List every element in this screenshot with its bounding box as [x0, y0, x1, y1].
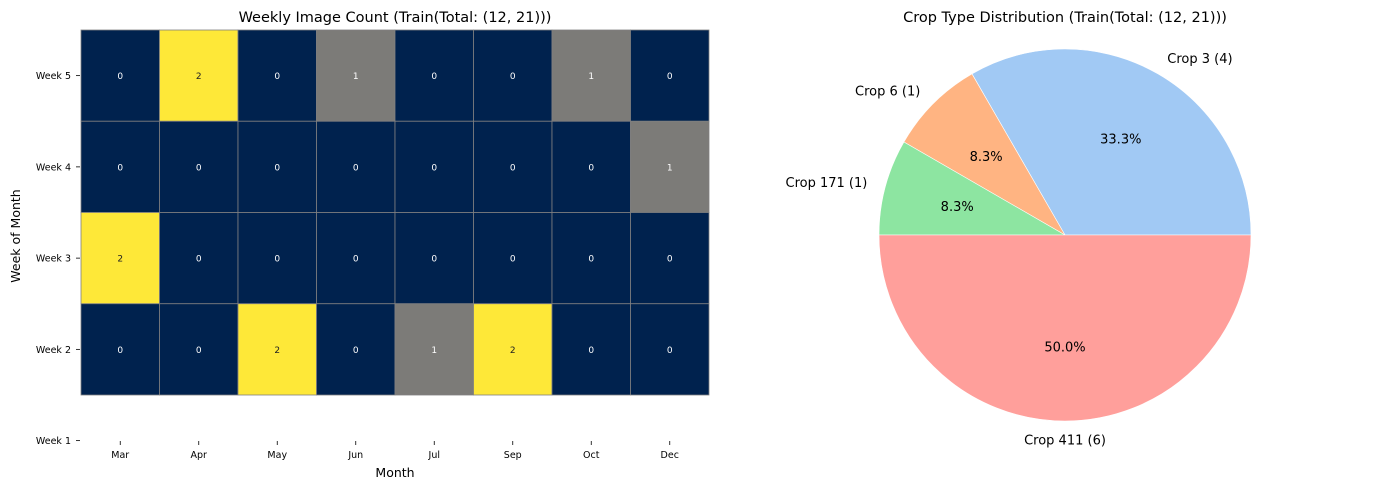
x-tick-label: Sep: [504, 450, 522, 461]
y-tick-label: Week 2: [36, 345, 71, 356]
heatmap-cell: [80, 303, 160, 396]
pie-slice-label: Crop 171 (1): [786, 176, 868, 191]
pie-slice-label: Crop 411 (6): [1024, 434, 1106, 449]
y-tick-label: Week 4: [36, 162, 71, 173]
pie-percent-label: 8.3%: [970, 150, 1003, 165]
heatmap-cell: [394, 120, 474, 213]
heatmap-cell: [80, 212, 160, 305]
heatmap-cell-label: 0: [667, 72, 673, 82]
y-tick-label: Week 3: [36, 254, 71, 265]
heatmap-cell: [551, 303, 631, 396]
heatmap-cell-label: 0: [196, 163, 202, 173]
heatmap-cell-label: 0: [510, 72, 516, 82]
x-tick-label: Mar: [111, 450, 129, 461]
heatmap-cell: [316, 120, 396, 213]
heatmap-cell-label: 2: [117, 255, 123, 265]
x-tick-label: Dec: [661, 450, 679, 461]
heatmap-cell: [473, 29, 553, 122]
heatmap-cell-label: 0: [274, 163, 280, 173]
heatmap-cell: [630, 212, 710, 305]
heatmap-cell: [80, 29, 160, 122]
x-tick-label: Jul: [428, 450, 440, 461]
heatmap-cell-label: 0: [353, 346, 359, 356]
heatmap-cell-label: 0: [510, 255, 516, 265]
heatmap-cell: [159, 120, 239, 213]
heatmap-cell-label: 0: [431, 255, 437, 265]
heatmap-cell-label: 0: [353, 255, 359, 265]
pie-slice-label: Crop 3 (4): [1167, 52, 1232, 67]
x-tick-label: Oct: [583, 450, 600, 461]
heatmap-cell-label: 0: [196, 255, 202, 265]
pie-slice: [878, 141, 1067, 236]
pie-percent-label: 8.3%: [941, 200, 974, 215]
pie-slice-label: Crop 6 (1): [855, 84, 920, 99]
heatmap-cell: [630, 303, 710, 396]
pie-title: Crop Type Distribution (Train(Total: (12…: [903, 10, 1227, 26]
heatmap-cell-label: 0: [588, 163, 594, 173]
heatmap-cell: [630, 120, 710, 213]
heatmap-title: Weekly Image Count (Train(Total: (12, 21…: [239, 10, 552, 26]
heatmap-cell-label: 0: [431, 72, 437, 82]
pie-chart: Crop Type Distribution (Train(Total: (12…: [786, 10, 1252, 449]
heatmap-cell: [473, 212, 553, 305]
heatmap-cell-label: 1: [431, 346, 437, 356]
pie-slice: [903, 73, 1066, 236]
heatmap-cell: [394, 212, 474, 305]
heatmap-cell: [316, 303, 396, 396]
heatmap-cell: [551, 120, 631, 213]
heatmap-cell-label: 2: [274, 346, 280, 356]
x-tick-label: Apr: [191, 450, 208, 461]
heatmap-cell-label: 0: [588, 346, 594, 356]
heatmap-cell: [394, 29, 474, 122]
heatmap-cell: [237, 29, 317, 122]
heatmap-cell-label: 2: [196, 72, 202, 82]
heatmap-cell-label: 0: [510, 163, 516, 173]
heatmap-ylabel: Week of Month: [8, 189, 23, 282]
heatmap-cell: [237, 303, 317, 396]
heatmap-cell-label: 1: [353, 72, 359, 82]
heatmap-cell-label: 0: [117, 346, 123, 356]
y-tick-label: Week 1: [36, 436, 71, 447]
heatmap-cell: [237, 212, 317, 305]
heatmap-cell-label: 0: [117, 72, 123, 82]
heatmap-cell: [551, 212, 631, 305]
heatmap-cell: [159, 29, 239, 122]
pie-percent-label: 33.3%: [1100, 132, 1141, 147]
pie-slice: [971, 48, 1252, 236]
heatmap-cell-label: 1: [588, 72, 594, 82]
heatmap-cell-label: 0: [588, 255, 594, 265]
y-tick-label: Week 5: [36, 71, 71, 82]
heatmap-cell: [159, 212, 239, 305]
heatmap-cell-label: 2: [510, 346, 516, 356]
heatmap-cell: [394, 303, 474, 396]
heatmap-cell-label: 0: [274, 72, 280, 82]
heatmap-cell-label: 0: [117, 163, 123, 173]
x-tick-label: May: [267, 450, 287, 461]
x-tick-label: Jun: [347, 450, 363, 461]
pie-slice: [878, 234, 1252, 422]
heatmap-cell-label: 0: [353, 163, 359, 173]
heatmap-chart: Weekly Image Count (Train(Total: (12, 21…: [8, 10, 710, 480]
heatmap-cell: [316, 29, 396, 122]
heatmap-cell-label: 0: [274, 255, 280, 265]
heatmap-cell: [473, 120, 553, 213]
heatmap-xlabel: Month: [375, 465, 414, 480]
heatmap-cell-label: 0: [667, 255, 673, 265]
heatmap-cell-label: 0: [196, 346, 202, 356]
heatmap-cell: [630, 29, 710, 122]
heatmap-cell-label: 0: [667, 346, 673, 356]
heatmap-cell: [316, 212, 396, 305]
heatmap-cell-label: 1: [667, 163, 673, 173]
pie-percent-label: 50.0%: [1044, 341, 1085, 356]
heatmap-cell-label: 0: [431, 163, 437, 173]
